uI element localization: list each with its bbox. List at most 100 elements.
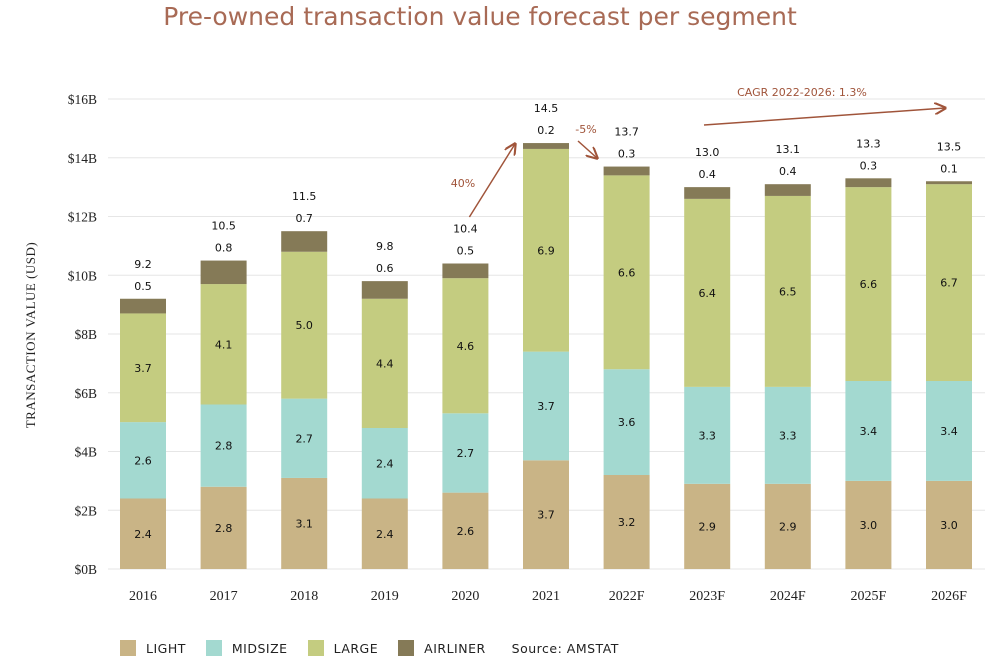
data-label: 4.6 <box>457 340 475 353</box>
total-label: 10.5 <box>211 220 236 233</box>
total-label: 10.4 <box>453 223 478 236</box>
legend-item-large: LARGE <box>307 640 379 656</box>
data-label: 3.7 <box>537 509 555 522</box>
bar-segment-airliner <box>361 281 408 299</box>
bar-segment-large <box>200 284 247 405</box>
total-label: 9.8 <box>376 240 394 253</box>
source-note: Source: AMSTAT <box>511 640 619 656</box>
bar-segment-midsize <box>523 351 569 461</box>
bar-segment-light <box>200 486 247 569</box>
data-label: 2.4 <box>376 457 394 470</box>
legend-label-airliner: AIRLINER <box>424 640 486 656</box>
x-tick-label: 2020 <box>451 589 479 604</box>
bar-segment-airliner <box>523 143 569 149</box>
data-label: 3.7 <box>134 362 152 375</box>
legend-label-midsize: MIDSIZE <box>231 640 288 656</box>
y-tick-label: $16B <box>68 92 97 107</box>
bar-segment-airliner <box>120 298 166 314</box>
legend: LIGHT MIDSIZE LARGE AIRLINER Source: AMS… <box>120 638 619 658</box>
data-label: 3.3 <box>779 429 797 442</box>
data-label: 2.6 <box>457 525 475 538</box>
total-label: 13.0 <box>695 146 720 159</box>
legend-label-large: LARGE <box>333 640 379 656</box>
legend-item-airliner: AIRLINER <box>398 640 486 656</box>
bar-segment-midsize <box>845 381 892 481</box>
data-label: 3.2 <box>618 516 636 529</box>
data-label: 6.9 <box>537 244 555 257</box>
bar-segment-light <box>603 475 650 569</box>
legend-swatch-midsize <box>205 640 222 656</box>
x-tick-label: 2016 <box>129 589 157 604</box>
data-label: 2.8 <box>215 522 233 535</box>
y-tick-label: $10B <box>68 268 97 283</box>
data-label: 2.8 <box>215 440 233 453</box>
data-label: 6.5 <box>779 285 797 298</box>
total-label: 11.5 <box>292 190 317 203</box>
y-tick-label: $2B <box>74 503 97 518</box>
legend-swatch-light <box>120 640 136 656</box>
bar-segment-large <box>281 251 328 399</box>
x-tick-label: 2017 <box>210 589 238 604</box>
data-label: 3.1 <box>295 517 313 530</box>
data-label-airliner: 0.4 <box>698 168 716 181</box>
data-label: 2.7 <box>457 447 475 460</box>
data-label: 2.7 <box>295 432 313 445</box>
total-label: 13.1 <box>776 143 801 156</box>
bar-segment-midsize <box>926 381 972 481</box>
data-label: 3.0 <box>860 519 878 532</box>
growth-annotation: 40% <box>451 177 475 190</box>
bar-segment-midsize <box>200 404 247 487</box>
data-label: 3.4 <box>940 425 958 438</box>
bar-segment-light <box>926 480 972 569</box>
bar-segment-large <box>442 278 489 414</box>
data-label: 6.6 <box>618 266 636 279</box>
total-label: 14.5 <box>534 102 559 115</box>
data-label-airliner: 0.2 <box>537 124 555 137</box>
decline-annotation: -5% <box>575 123 596 136</box>
data-label: 4.1 <box>215 338 233 351</box>
data-label-airliner: 0.8 <box>215 242 233 255</box>
bar-segment-airliner <box>926 181 972 185</box>
data-label-airliner: 0.1 <box>940 162 958 175</box>
bar-segment-light <box>281 477 328 569</box>
data-label: 6.7 <box>940 277 958 290</box>
bar-segment-airliner <box>764 184 811 196</box>
legend-swatch-airliner <box>398 640 415 656</box>
total-label: 13.7 <box>614 126 639 139</box>
data-label: 2.4 <box>376 528 394 541</box>
bar-segment-light <box>684 483 731 569</box>
bar-segment-airliner <box>684 187 731 199</box>
bar-segment-airliner <box>281 231 328 252</box>
bar-segment-light <box>361 498 408 569</box>
data-label-airliner: 0.5 <box>134 280 152 293</box>
bar-segment-midsize <box>442 413 489 493</box>
legend-item-light: LIGHT <box>120 640 186 656</box>
data-label: 5.0 <box>295 319 313 332</box>
bar-segment-light <box>764 483 811 569</box>
data-label: 3.6 <box>618 416 636 429</box>
legend-item-midsize: MIDSIZE <box>205 640 288 656</box>
data-label-airliner: 0.3 <box>860 159 878 172</box>
data-label: 3.3 <box>698 429 716 442</box>
x-tick-label: 2025F <box>851 589 887 604</box>
data-label: 3.7 <box>537 400 555 413</box>
bar-segment-airliner <box>442 263 489 279</box>
y-tick-label: $0B <box>74 562 97 577</box>
x-tick-label: 2019 <box>371 589 399 604</box>
x-tick-label: 2018 <box>290 589 318 604</box>
data-label: 2.9 <box>698 520 716 533</box>
decline-arrow <box>577 140 597 158</box>
chart-title: Pre-owned transaction value forecast per… <box>163 2 797 31</box>
bar-segment-large <box>361 298 408 428</box>
y-tick-label: $12B <box>68 210 97 225</box>
bar-segment-large <box>523 148 569 352</box>
bar-segment-large <box>926 184 972 381</box>
data-label: 6.6 <box>860 278 878 291</box>
x-tick-label: 2022F <box>609 589 645 604</box>
legend-swatch-large <box>307 640 324 656</box>
cagr-arrow <box>703 108 945 126</box>
bar-segment-airliner <box>603 166 650 176</box>
bar-segment-midsize <box>684 386 731 484</box>
data-label: 2.6 <box>134 454 152 467</box>
